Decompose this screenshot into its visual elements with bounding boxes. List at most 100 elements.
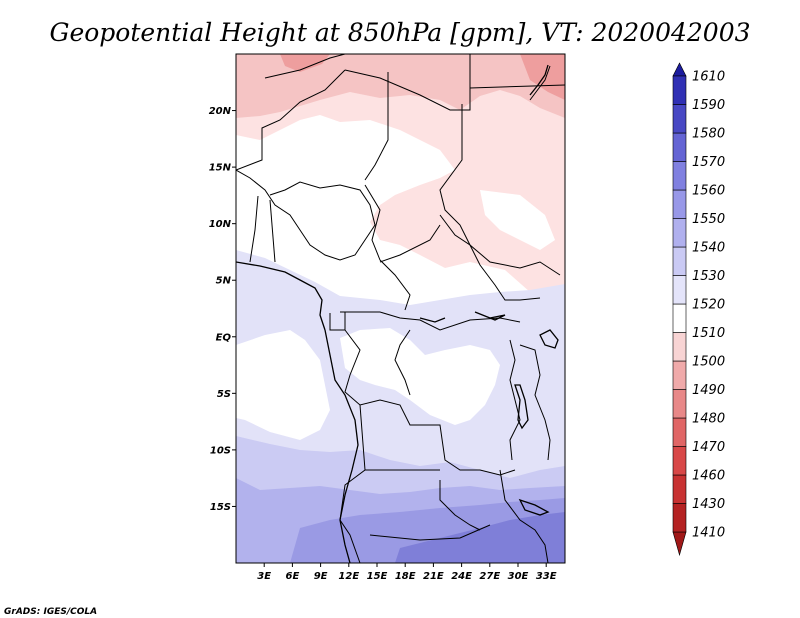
x-tick-label: 12E: [338, 571, 359, 582]
field-band-1560: [395, 512, 565, 563]
border-line: [439, 214, 541, 301]
colorbar-label: 1500: [692, 355, 725, 370]
colorbar-segment: [672, 446, 687, 476]
credit-label: GrADS: IGES/COLA: [4, 607, 97, 617]
y-tick-label: 10S: [210, 445, 231, 456]
y-tick-label: 15N: [209, 163, 232, 174]
colorbar-segment: [672, 161, 687, 191]
field-band-1500-light: [236, 54, 565, 292]
colorbar-label: 1580: [692, 127, 725, 142]
border-line: [469, 84, 565, 89]
map-borders: [236, 54, 565, 563]
border-line: [264, 54, 346, 79]
border-line: [236, 169, 376, 261]
colorbar-label: 1480: [692, 412, 725, 427]
colorbar-label: 1460: [692, 469, 725, 484]
x-tick-label: 6E: [286, 571, 300, 582]
border-line: [499, 469, 549, 563]
border-line: [369, 524, 491, 541]
colorbar-label: 1490: [692, 383, 725, 398]
x-tick-label: 27E: [479, 571, 500, 582]
colorbar-segment: [672, 104, 687, 134]
border-line: [236, 69, 346, 171]
border-line: [344, 329, 516, 476]
border-line: [529, 65, 551, 101]
lake-outline: [419, 317, 446, 323]
x-axis: 3E 6E 9E 12E 15E 18E 21E 24E 27E 30E 33E: [257, 563, 557, 582]
border-line: [394, 329, 411, 396]
x-tick-label: 9E: [314, 571, 328, 582]
border-line: [364, 72, 389, 181]
border-line: [439, 104, 561, 276]
x-tick-label: 3E: [257, 571, 271, 582]
y-tick-label: 5S: [217, 389, 231, 400]
colorbar-segment: [672, 417, 687, 447]
colorbar-label: 1550: [692, 212, 725, 227]
x-tick-label: 15E: [367, 571, 388, 582]
border-line: [249, 195, 259, 263]
colorbar-segment: [672, 474, 687, 504]
y-tick-label: 20N: [209, 106, 232, 117]
coastline: [236, 261, 326, 331]
colorbar-label: 1430: [692, 497, 725, 512]
x-tick-label: 30E: [508, 571, 529, 582]
colorbar: 1410 1430 1460 1470 1480 1490 1500 1510 1520 1530…: [672, 62, 725, 557]
colorbar-segment: [672, 389, 687, 419]
colorbar-segment: [672, 218, 687, 248]
colorbar-label: 1510: [692, 326, 725, 341]
border-line: [269, 199, 276, 263]
border-line: [379, 224, 441, 263]
field-band-1510-tongue: [236, 330, 330, 440]
height-field: [236, 54, 565, 563]
chart-title: Geopotential Height at 850hPa [gpm], VT:…: [49, 18, 750, 47]
border-line: [519, 344, 551, 461]
y-tick-label: 10N: [209, 219, 232, 230]
border-line: [329, 312, 346, 331]
y-tick-label: 15S: [210, 502, 231, 513]
field-band-1500-dark: [236, 54, 565, 118]
x-tick-label: 18E: [395, 571, 416, 582]
colorbar-label: 1410: [692, 526, 725, 541]
x-tick-label: 24E: [451, 571, 472, 582]
x-tick-label: 21E: [423, 571, 444, 582]
colorbar-segment: [672, 275, 687, 305]
colorbar-segment: [672, 75, 687, 105]
colorbar-segment: [672, 332, 687, 362]
lake-outline: [539, 329, 559, 349]
coastline: [324, 329, 359, 563]
colorbar-extend-min: [672, 531, 687, 557]
field-band-1490: [280, 54, 565, 100]
map-frame: [235, 53, 566, 564]
colorbar-label: 1560: [692, 184, 725, 199]
colorbar-segment: [672, 189, 687, 219]
colorbar-label: 1610: [692, 70, 725, 85]
border-line: [439, 480, 481, 531]
border-line: [340, 311, 521, 331]
border-line: [509, 339, 521, 461]
colorbar-label: 1530: [692, 269, 725, 284]
y-axis: 20N 15N 10N 5N EQ 5S 10S 15S: [209, 106, 236, 513]
colorbar-label: 1520: [692, 298, 725, 313]
y-tick-label: 5N: [216, 276, 232, 287]
border-line: [339, 404, 366, 563]
field-band-1510-intrusion: [480, 190, 555, 250]
colorbar-segment: [672, 246, 687, 276]
colorbar-label: 1540: [692, 241, 725, 256]
colorbar-label: 1570: [692, 155, 725, 170]
x-tick-label: 33E: [536, 571, 557, 582]
colorbar-label: 1590: [692, 98, 725, 113]
y-tick-label: EQ: [216, 332, 232, 343]
border-line: [364, 184, 411, 311]
lake-outline: [518, 498, 550, 516]
colorbar-segment: [672, 503, 687, 533]
colorbar-segment: [672, 132, 687, 162]
colorbar-label: 1470: [692, 440, 725, 455]
colorbar-extend-max: [672, 62, 687, 77]
field-band-1510-congo: [340, 328, 500, 425]
colorbar-segment: [672, 303, 687, 333]
lake-outline: [514, 384, 529, 430]
lake-outline: [474, 311, 506, 321]
coastline: [529, 64, 549, 96]
border-line: [344, 54, 471, 111]
